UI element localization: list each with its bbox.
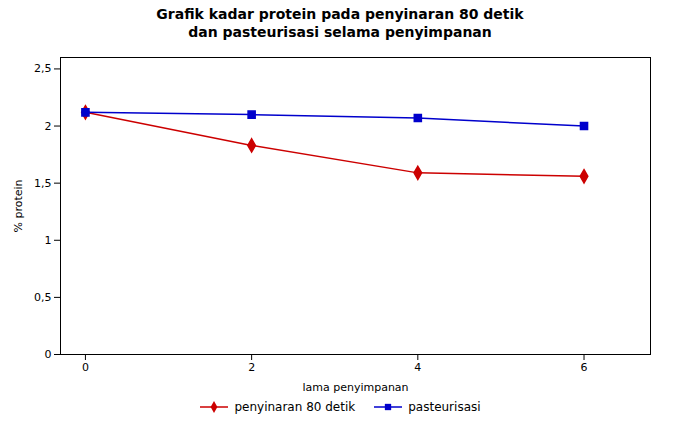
html-text:penyinaran 80 detik: penyinaran 80 detik [234, 400, 356, 414]
html-text:Grafik kadar protein pada peny: Grafik kadar protein pada penyinaran 80 … [156, 6, 524, 40]
svg-text:1,5: 1,5 [34, 177, 52, 190]
svg-text:1: 1 [45, 234, 52, 247]
svg-text:lama penyimpanan: lama penyimpanan [302, 381, 408, 394]
svg-text:0: 0 [45, 348, 52, 361]
svg-text:2,5: 2,5 [34, 62, 52, 75]
svg-text:0: 0 [82, 361, 89, 374]
html-text:pasteurisasi: pasteurisasi [408, 400, 481, 414]
svg-text:2: 2 [248, 361, 255, 374]
svg-text:0,5: 0,5 [34, 291, 52, 304]
svg-text:6: 6 [581, 361, 588, 374]
svg-text:4: 4 [414, 361, 421, 374]
svg-text:% protein: % protein [12, 179, 25, 232]
svg-text:2: 2 [45, 120, 52, 133]
